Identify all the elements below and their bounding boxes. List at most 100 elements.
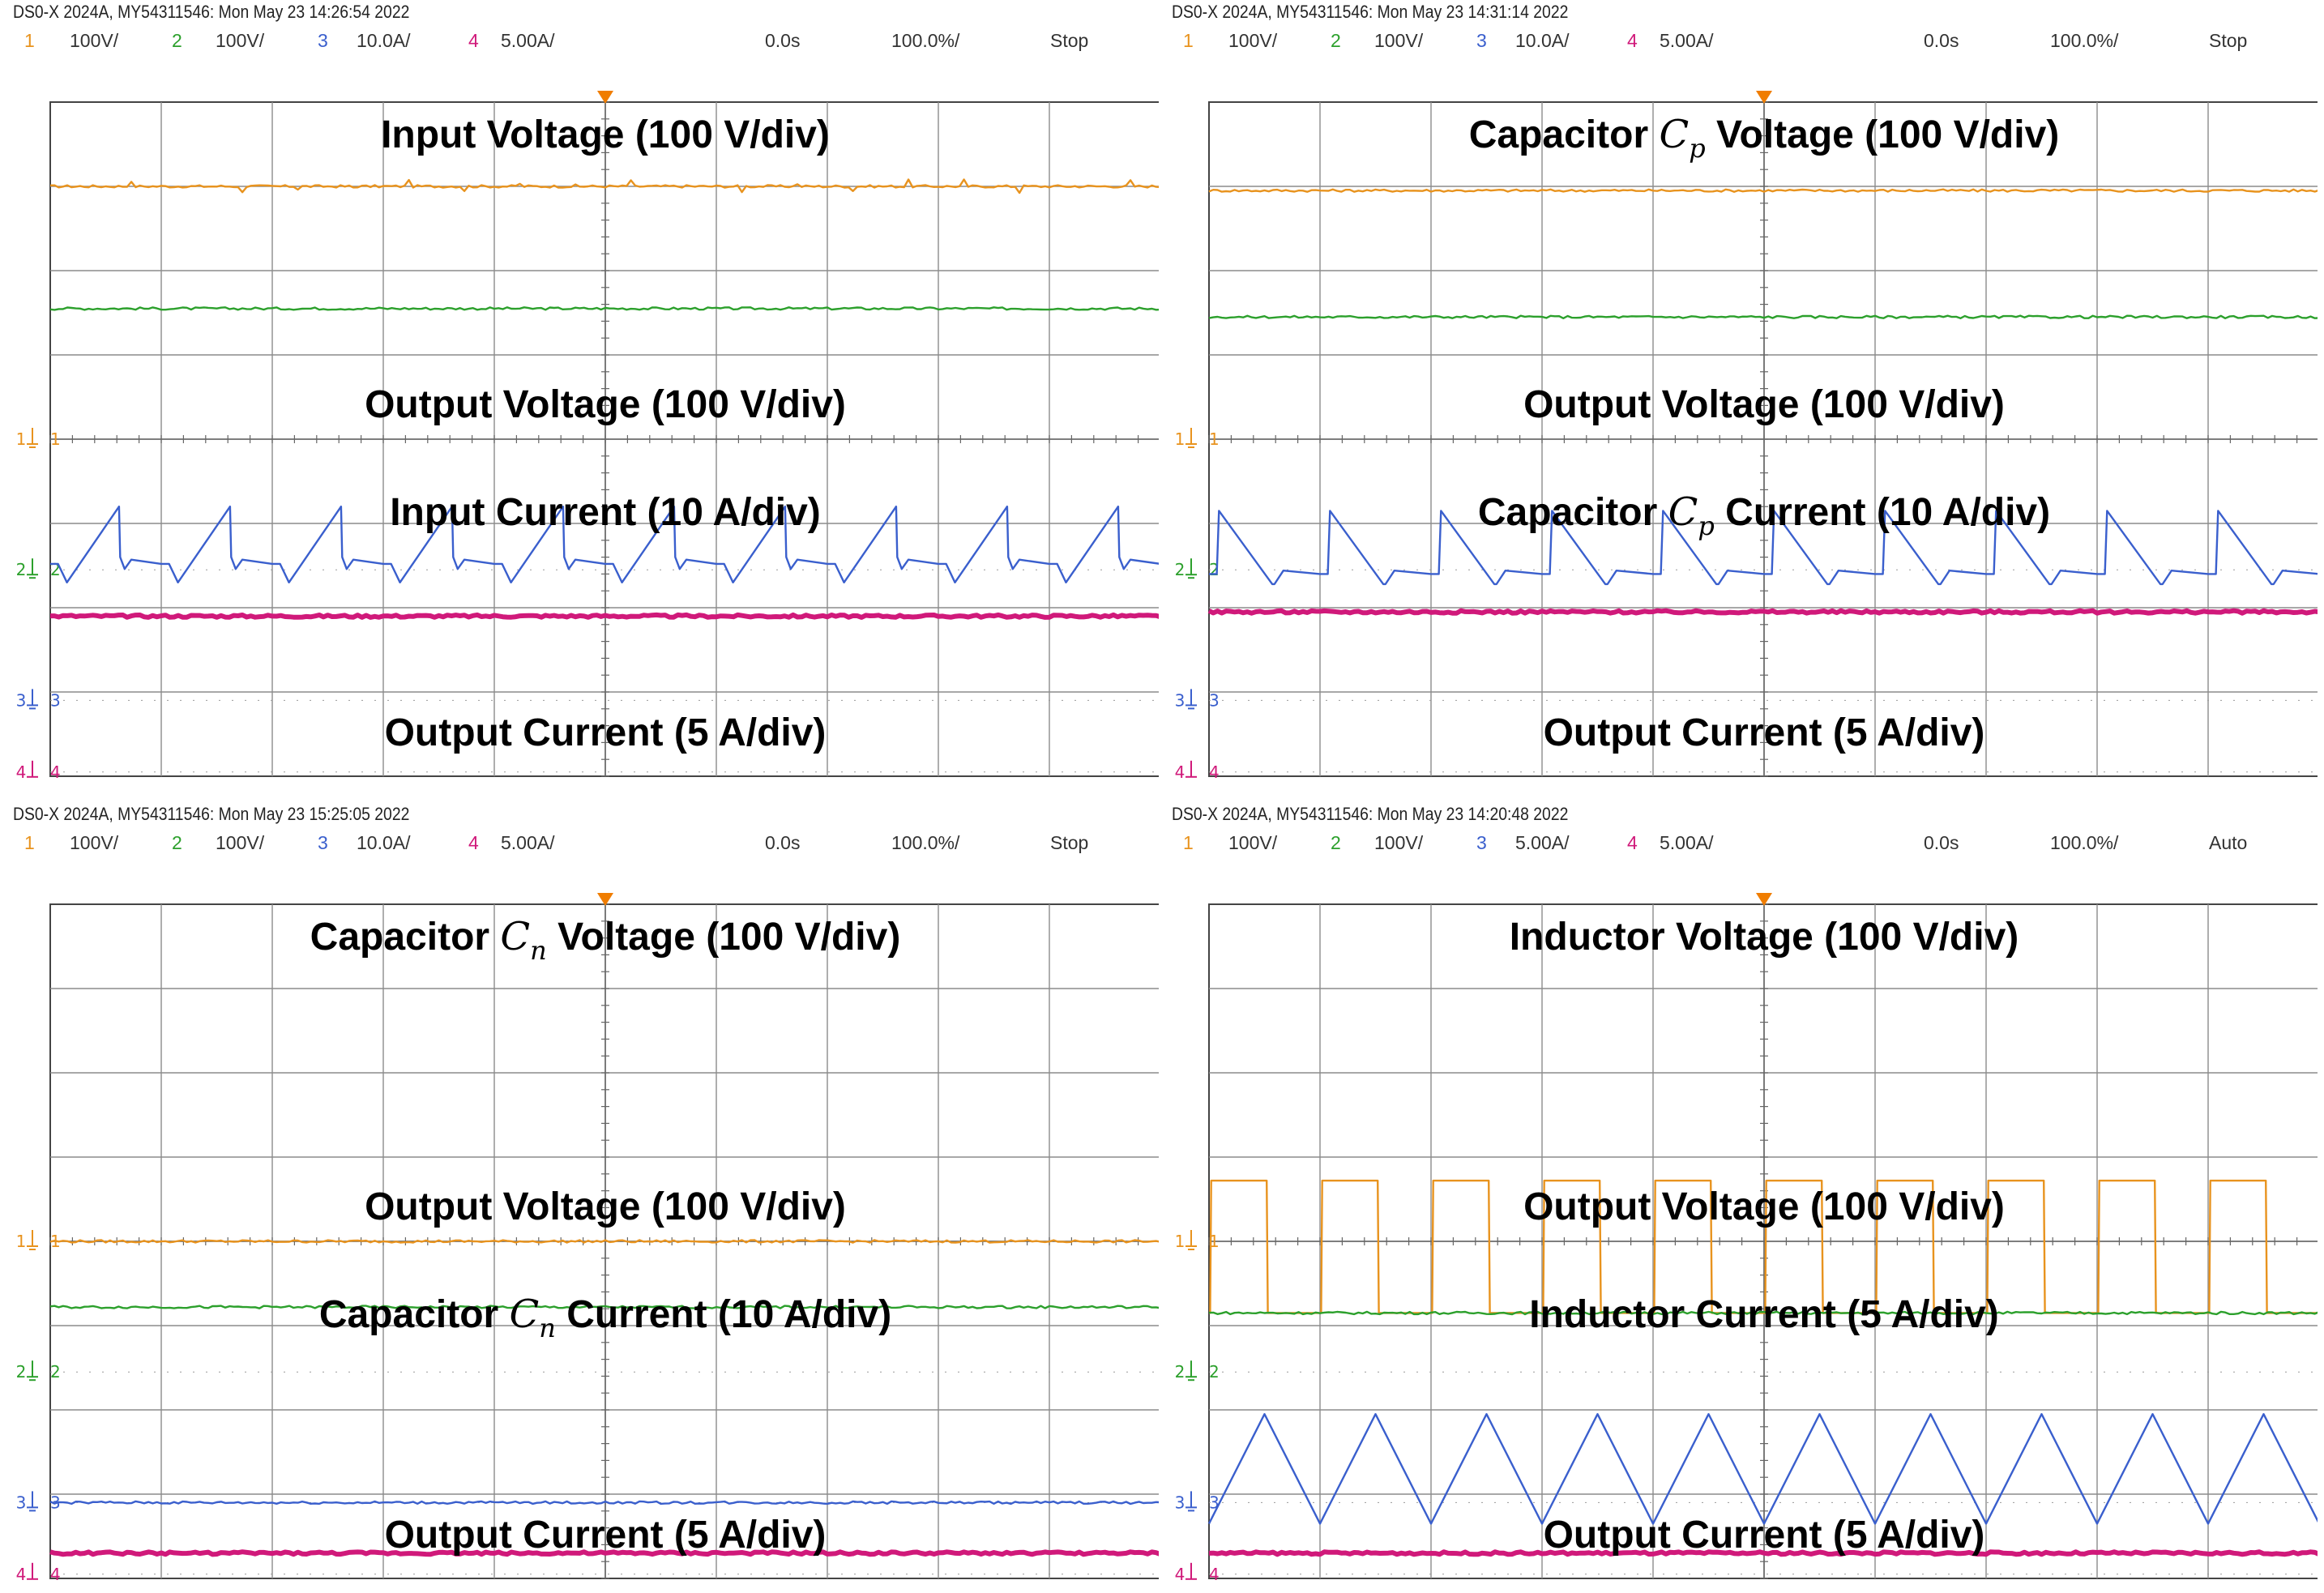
trace-label-text: Capacitor — [319, 1293, 510, 1336]
channel-1-index: 1 — [24, 30, 35, 51]
scope-channel-settings: 1 100V/ 2 100V/ 3 10.0A/ 4 5.00A/ 0.0s 1… — [1159, 28, 2318, 53]
trace-label-symbol: C — [1659, 112, 1689, 157]
channel-2-scale: 100V/ — [216, 832, 265, 853]
trace-channel-3 — [1209, 510, 2318, 586]
channel-2-index: 2 — [172, 832, 182, 853]
channel-3-marker-number: 3 — [1175, 1493, 1185, 1512]
trigger-marker — [1756, 893, 1772, 906]
channel-1-marker-number: 1 — [1175, 429, 1185, 449]
scope-display: 1 1 2 2 3 3 4 4 Capacitor Cn Voltage (100 V/div)… — [0, 859, 1159, 1580]
channel-1-scale: 100V/ — [70, 30, 119, 51]
trigger-marker — [1756, 91, 1772, 104]
trace-label-4: Output Current (5 A/div) — [1544, 711, 1985, 754]
time-scale: 100.0%/ — [891, 832, 960, 853]
channel-4-scale: 5.00A/ — [1660, 30, 1714, 51]
time-offset: 0.0s — [1924, 30, 1959, 51]
channel-3-scale: 10.0A/ — [357, 30, 411, 51]
channel-2-scale: 100V/ — [1374, 832, 1424, 853]
channel-2-marker-number: 2 — [1175, 560, 1185, 579]
trace-channel-3 — [49, 1500, 1159, 1505]
channel-3-index: 3 — [318, 832, 328, 853]
channel-3-index: 3 — [318, 30, 328, 51]
trace-channel-2 — [49, 1305, 1159, 1309]
scope-grid — [49, 101, 1159, 777]
trace-label-text: Output Voltage (100 V/div) — [365, 383, 846, 426]
scope-header-line: DS0-X 2024A, MY54311546: Mon May 23 15:2… — [13, 804, 410, 824]
scope-header-line: DS0-X 2024A, MY54311546: Mon May 23 14:2… — [1172, 804, 1569, 824]
channel-3-marker-number: 3 — [50, 690, 61, 710]
scope-display: 1 1 2 2 3 3 4 4 Capacitor Cp Voltage (100 V/div)… — [1159, 57, 2318, 778]
channel-1-scale: 100V/ — [1228, 832, 1278, 853]
trace-label-text: Voltage (100 V/div) — [547, 916, 901, 959]
trace-channel-2 — [1208, 314, 2318, 319]
trace-label-4: Output Current (5 A/div) — [385, 711, 827, 754]
run-state: Stop — [1050, 832, 1089, 853]
scope-panel-capacitor-cp: DS0-X 2024A, MY54311546: Mon May 23 14:3… — [1159, 0, 2318, 778]
scope-display: 1 1 2 2 3 3 4 4 Input Voltage (100 V/div) Output … — [0, 57, 1159, 778]
channel-3-marker-number: 3 — [1209, 690, 1220, 710]
trace-label-3: Input Current (10 A/div) — [390, 491, 821, 534]
channel-4-marker-number: 4 — [1209, 762, 1220, 778]
channel-4-index: 4 — [468, 832, 479, 853]
trace-channel-3 — [1207, 1413, 2318, 1525]
trace-label-2: Output Voltage (100 V/div) — [365, 1185, 846, 1228]
trace-label-text: Inductor Current (5 A/div) — [1529, 1293, 1999, 1336]
trace-label-text: Output Current (5 A/div) — [1544, 1514, 1985, 1557]
channel-4-marker-number: 4 — [50, 1565, 61, 1580]
channel-1-index: 1 — [1183, 30, 1194, 51]
channel-3-scale: 10.0A/ — [1515, 30, 1570, 51]
trace-label-text: Current (10 A/div) — [556, 1293, 891, 1336]
channel-4-marker-number: 4 — [1175, 1565, 1185, 1580]
channel-1-marker-number: 1 — [16, 1232, 27, 1251]
time-scale: 100.0%/ — [891, 30, 960, 51]
channel-1-marker-number: 1 — [1175, 1232, 1185, 1251]
trace-channel-4 — [1208, 1549, 2318, 1557]
time-scale: 100.0%/ — [2050, 832, 2119, 853]
channel-2-marker-number: 2 — [16, 1362, 27, 1382]
run-state: Stop — [2209, 30, 2248, 51]
scope-header-line: DS0-X 2024A, MY54311546: Mon May 23 14:2… — [13, 2, 410, 22]
trace-label-text: Voltage (100 V/div) — [1706, 113, 2060, 156]
channel-2-scale: 100V/ — [216, 30, 265, 51]
channel-4-scale: 5.00A/ — [501, 30, 555, 51]
channel-4-marker-number: 4 — [16, 762, 27, 778]
trace-label-subscript: n — [539, 1313, 556, 1343]
trace-label-text: Capacitor — [1469, 113, 1660, 156]
trace-label-text: Output Voltage (100 V/div) — [1523, 1185, 2005, 1228]
trace-channel-1 — [49, 178, 1159, 194]
scope-grid — [1208, 101, 2318, 777]
channel-4-scale: 5.00A/ — [501, 832, 555, 853]
channel-1-marker-number: 1 — [50, 429, 61, 449]
channel-1-marker-number: 1 — [1209, 429, 1220, 449]
run-state: Stop — [1050, 30, 1089, 51]
trace-label-text: Output Voltage (100 V/div) — [1523, 383, 2005, 426]
scope-channel-settings: 1 100V/ 2 100V/ 3 10.0A/ 4 5.00A/ 0.0s 1… — [0, 830, 1159, 856]
trace-label-text: Output Current (5 A/div) — [385, 711, 827, 754]
channel-3-marker-number: 3 — [1209, 1493, 1220, 1512]
trace-label-symbol: C — [510, 1292, 540, 1337]
trace-label-1: Inductor Voltage (100 V/div) — [1510, 916, 2019, 959]
trace-label-text: Inductor Voltage (100 V/div) — [1510, 916, 2019, 959]
channel-1-index: 1 — [24, 832, 35, 853]
trace-channel-4 — [49, 1549, 1159, 1557]
trace-label-3: Inductor Current (5 A/div) — [1529, 1293, 1999, 1336]
channel-4-marker-number: 4 — [1209, 1565, 1220, 1580]
trace-label-3: Capacitor Cp Current (10 A/div) — [1478, 489, 2050, 541]
trace-label-text: Output Voltage (100 V/div) — [365, 1185, 846, 1228]
channel-3-marker-number: 3 — [1175, 690, 1185, 710]
trace-label-1: Capacitor Cp Voltage (100 V/div) — [1469, 112, 2060, 164]
scope-panel-input: DS0-X 2024A, MY54311546: Mon May 23 14:2… — [0, 0, 1159, 778]
run-state: Auto — [2209, 832, 2248, 853]
scope-header-line: DS0-X 2024A, MY54311546: Mon May 23 14:3… — [1172, 2, 1569, 22]
